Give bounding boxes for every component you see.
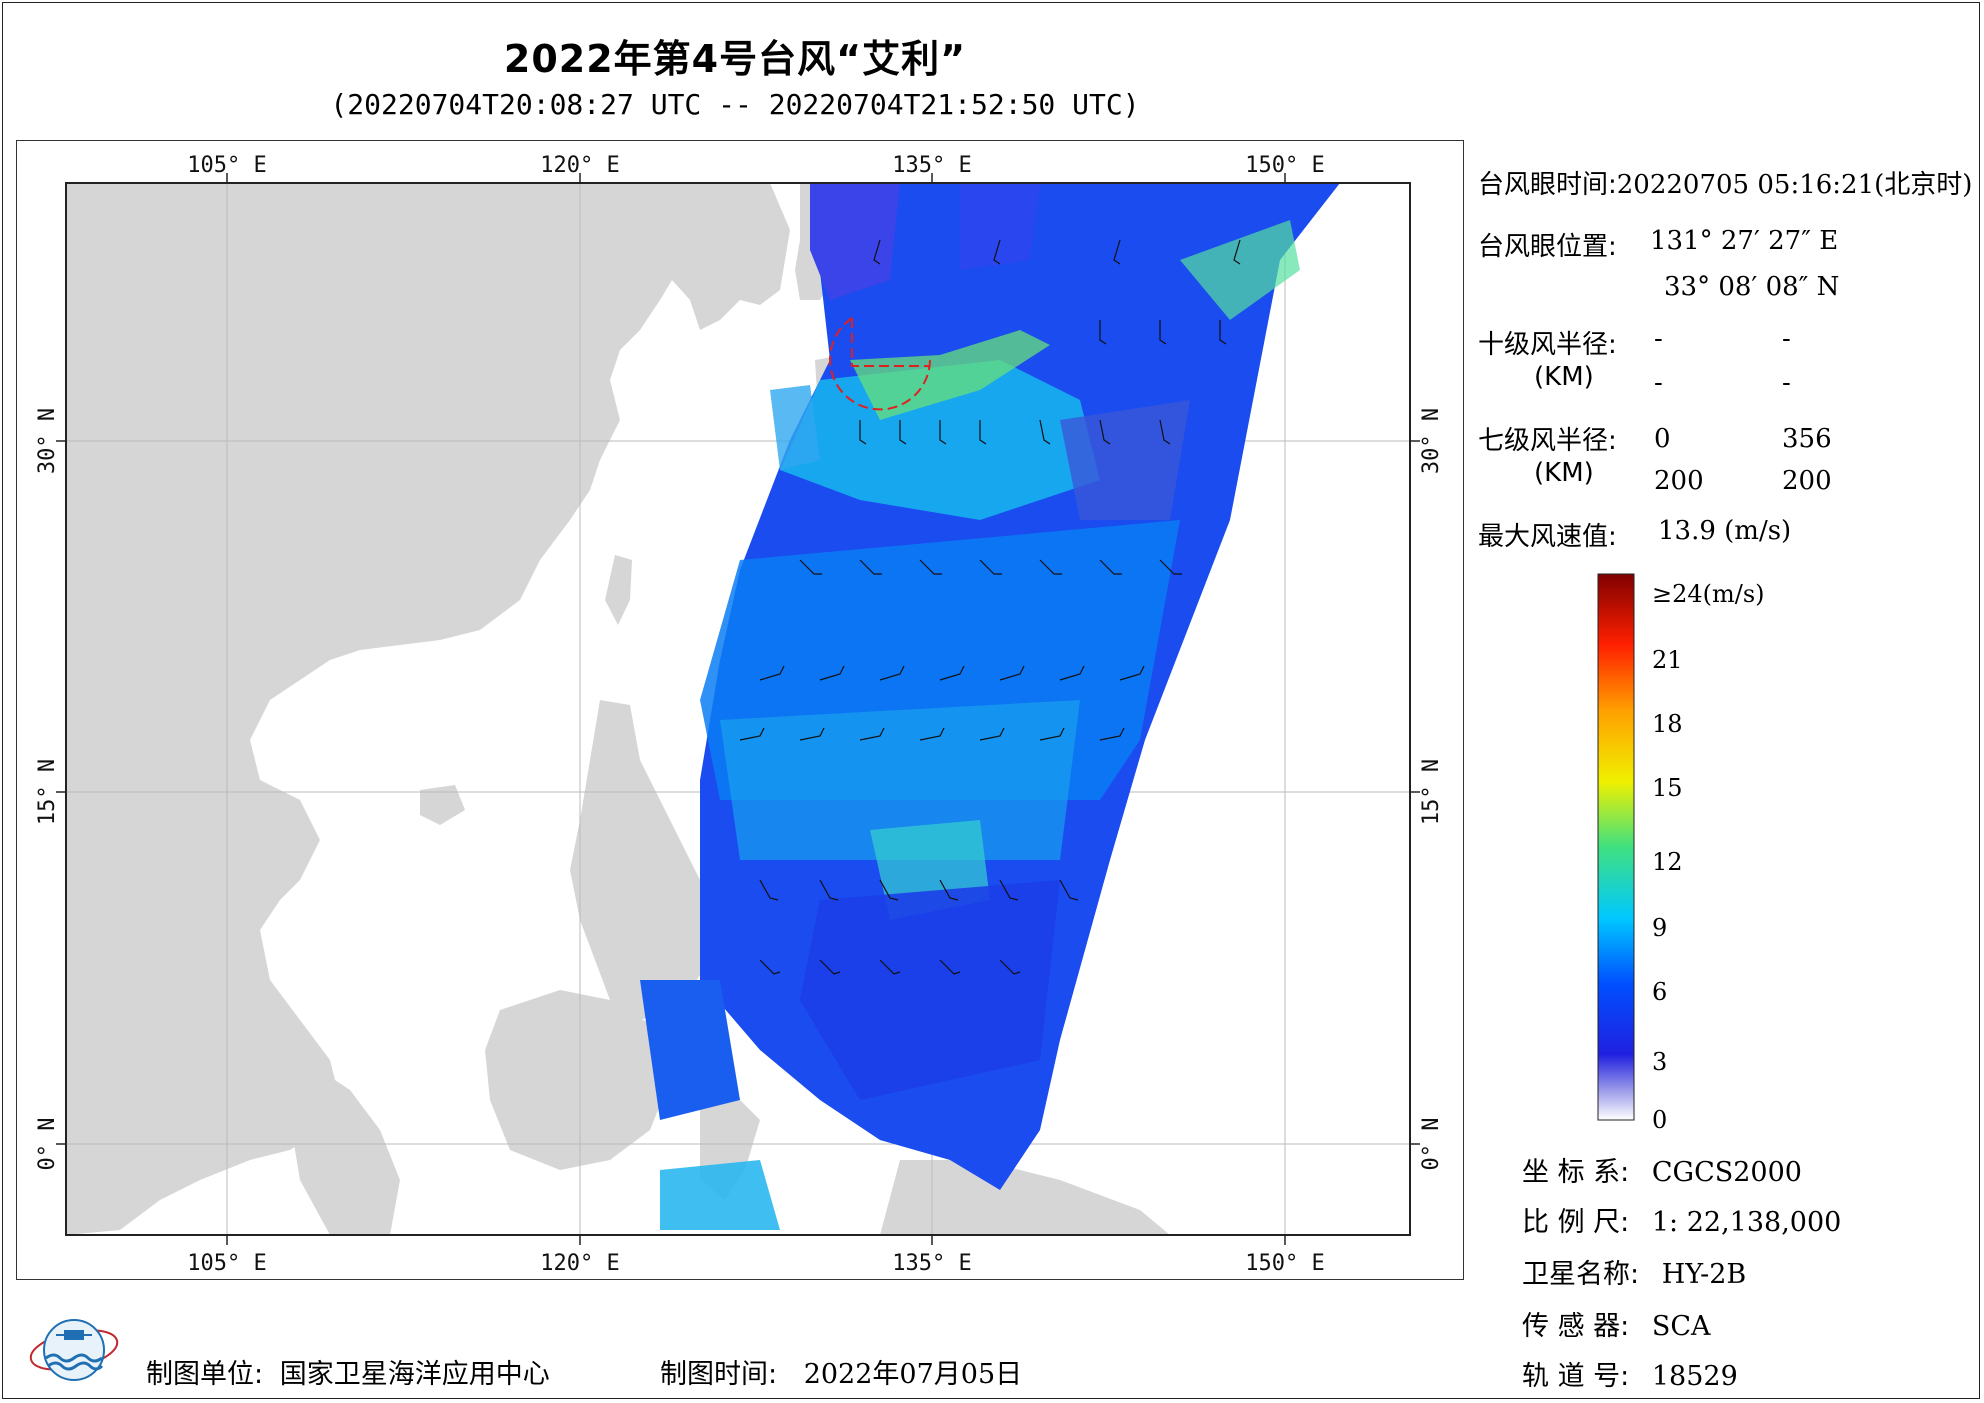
r7-label: 七级风半径: (1478, 426, 1617, 456)
land-malay (290, 1070, 400, 1235)
r7-unit: (KM) (1534, 458, 1594, 488)
producer-value: 国家卫星海洋应用中心 (279, 1359, 550, 1390)
lat-label-right-15: 15° N (1419, 759, 1444, 825)
colorbar-label-21: 21 (1652, 646, 1683, 674)
lon-label-top-120: 120° E (540, 153, 619, 178)
map-inner-border (65, 182, 1411, 1236)
map-panel (66, 183, 1410, 1235)
scale-row: 比 例 尺: 1: 22,138,000 (1522, 1200, 1841, 1239)
colorbar-label-0: 0 (1652, 1106, 1668, 1134)
satellite-label: 卫星名称: (1522, 1259, 1640, 1290)
eye-time-value: 20220705 05:16:21(北京时) (1616, 170, 1973, 200)
orbit-label: 轨 道 号: (1522, 1361, 1630, 1392)
lon-label-bottom-135: 135° E (892, 1251, 971, 1276)
r10-value-2: - (1782, 324, 1791, 354)
colorbar-label-6: 6 (1652, 978, 1668, 1006)
land-mainland (66, 183, 790, 1235)
land-hainan (420, 785, 465, 825)
max-wind-label: 最大风速值: (1478, 522, 1617, 552)
satellite-row: 卫星名称: HY-2B (1522, 1252, 1746, 1291)
orbit-value: 18529 (1651, 1361, 1738, 1392)
typhoon-radius-circle (829, 317, 931, 411)
lon-label-top-150: 150° E (1245, 153, 1324, 178)
typhoon-radius-quadrant (851, 318, 930, 367)
colorbar-label-3: 3 (1652, 1048, 1668, 1076)
lon-label-bottom-120: 120° E (540, 1251, 619, 1276)
producer-row: 制图单位: 国家卫星海洋应用中心 (146, 1352, 550, 1391)
eye-time-row: 台风眼时间:20220705 05:16:21(北京时) (1478, 164, 1972, 201)
map-subtitle: (20220704T20:08:27 UTC -- 20220704T21:52… (330, 88, 1140, 121)
scale-label: 比 例 尺: (1522, 1207, 1630, 1238)
r7-value-3: 200 (1654, 466, 1704, 496)
produce-time-label: 制图时间: (660, 1359, 778, 1390)
coord-system-value: CGCS2000 (1651, 1157, 1802, 1188)
land-new-guinea (880, 1160, 1170, 1235)
producer-label: 制图单位: (146, 1359, 264, 1390)
wind-barbs (739, 239, 1241, 975)
land-philippines (570, 700, 720, 1020)
orbit-row: 轨 道 号: 18529 (1522, 1354, 1738, 1393)
eye-latitude: 33° 08′ 08″ N (1664, 272, 1840, 302)
lon-label-top-135: 135° E (892, 153, 971, 178)
r10-unit: (KM) (1534, 362, 1594, 392)
eye-longitude: 131° 27′ 27″ E (1650, 226, 1839, 256)
eye-position-row: 台风眼位置: (1478, 226, 1617, 263)
map-title: 2022年第4号台风“艾利” (503, 37, 967, 81)
produce-time-row: 制图时间: 2022年07月05日 (660, 1352, 1022, 1391)
land-taiwan (605, 555, 632, 625)
colorbar-label-9: 9 (1652, 914, 1668, 942)
map-frame (16, 140, 1464, 1280)
colorbar-label-18: 18 (1652, 710, 1683, 738)
eye-position-label: 台风眼位置: (1478, 232, 1617, 262)
lat-label-left-30: 30° N (35, 408, 60, 474)
colorbar-label-24: ≥24(m/s) (1652, 580, 1765, 608)
r10-value-4: - (1782, 368, 1791, 398)
sensor-row: 传 感 器: SCA (1522, 1304, 1711, 1343)
nsoas-logo-icon (29, 1319, 119, 1381)
lon-label-top-105: 105° E (187, 153, 266, 178)
r7-value-2: 356 (1782, 424, 1832, 454)
r10-label: 十级风半径: (1478, 330, 1617, 360)
max-wind-row: 最大风速值: (1478, 516, 1617, 553)
wind-speed-colorbar (1597, 573, 1635, 1121)
sensor-value: SCA (1651, 1311, 1711, 1342)
coord-system-row: 坐 标 系: CGCS2000 (1522, 1150, 1802, 1189)
r7-value-1: 0 (1654, 424, 1671, 454)
lat-label-left-0: 0° N (35, 1118, 60, 1171)
sensor-label: 传 感 器: (1522, 1311, 1630, 1342)
lon-label-bottom-150: 150° E (1245, 1251, 1324, 1276)
tick-marks (56, 173, 1420, 1245)
coord-system-label: 坐 标 系: (1522, 1157, 1630, 1188)
r10-value-1: - (1654, 324, 1663, 354)
eye-time-label: 台风眼时间: (1478, 170, 1617, 200)
r7-value-4: 200 (1782, 466, 1832, 496)
scale-value: 1: 22,138,000 (1651, 1207, 1842, 1238)
land-borneo (485, 990, 670, 1170)
lat-label-left-15: 15° N (35, 759, 60, 825)
lat-label-right-0: 0° N (1419, 1118, 1444, 1171)
lat-label-right-30: 30° N (1419, 408, 1444, 474)
max-wind-value: 13.9 (m/s) (1658, 516, 1792, 546)
colorbar-label-12: 12 (1652, 848, 1683, 876)
colorbar-label-15: 15 (1652, 774, 1683, 802)
produce-time-value: 2022年07月05日 (803, 1359, 1023, 1390)
lon-label-bottom-105: 105° E (187, 1251, 266, 1276)
satellite-value: HY-2B (1661, 1259, 1747, 1290)
r10-value-3: - (1654, 368, 1663, 398)
